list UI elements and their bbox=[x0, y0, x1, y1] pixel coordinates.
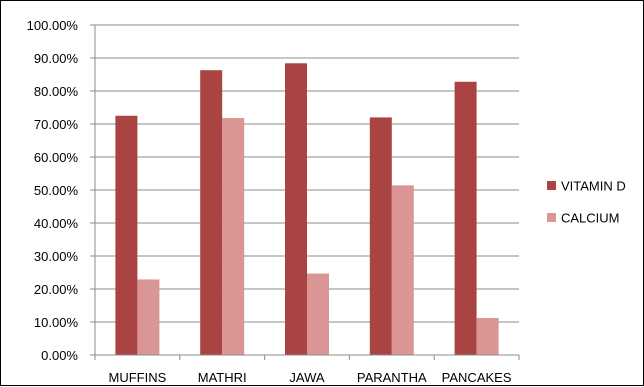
bar-calcium-pancakes bbox=[476, 318, 499, 355]
x-category-label: JAWA bbox=[289, 370, 324, 385]
y-tick-label: 10.00% bbox=[34, 315, 79, 330]
legend-swatch-vitamin-d bbox=[547, 181, 556, 190]
legend-label: VITAMIN D bbox=[561, 179, 626, 194]
y-tick-label: 60.00% bbox=[34, 150, 79, 165]
legend-label: CALCIUM bbox=[561, 211, 620, 226]
y-tick-label: 90.00% bbox=[34, 51, 79, 66]
y-tick-label: 30.00% bbox=[34, 249, 79, 264]
y-axis-tick-labels: 0.00% 10.00% 20.00% 30.00% 40.00% 50.00% 60.00… bbox=[27, 18, 79, 363]
x-axis-category-labels: MUFFINS MATHRI JAWA PARANTHA PANCAKES bbox=[109, 370, 512, 385]
x-category-label: MUFFINS bbox=[109, 370, 167, 385]
bar-vitamin-d-mathri bbox=[200, 70, 223, 356]
y-tick-label: 40.00% bbox=[34, 216, 79, 231]
bar-calcium-muffins bbox=[137, 279, 160, 355]
legend-swatch-calcium bbox=[547, 213, 556, 222]
bar-vitamin-d-jawa bbox=[285, 63, 307, 355]
bar-calcium-jawa bbox=[307, 273, 329, 355]
axes bbox=[90, 24, 520, 360]
x-category-label: PANCAKES bbox=[442, 370, 512, 385]
bars bbox=[115, 63, 499, 356]
y-tick-label: 0.00% bbox=[41, 348, 78, 363]
y-tick-label: 20.00% bbox=[34, 282, 79, 297]
bar-calcium-mathri bbox=[222, 118, 245, 355]
bar-vitamin-d-parantha bbox=[369, 117, 392, 356]
y-tick-label: 50.00% bbox=[34, 183, 79, 198]
x-category-label: PARANTHA bbox=[357, 370, 427, 385]
bar-vitamin-d-muffins bbox=[115, 115, 138, 355]
legend: VITAMIN D CALCIUM bbox=[547, 179, 626, 226]
x-category-label: MATHRI bbox=[198, 370, 247, 385]
y-tick-label: 100.00% bbox=[27, 18, 79, 33]
bar-vitamin-d-pancakes bbox=[454, 81, 477, 355]
y-tick-label: 70.00% bbox=[34, 117, 79, 132]
y-tick-label: 80.00% bbox=[34, 84, 79, 99]
bar-calcium-parantha bbox=[391, 185, 414, 355]
